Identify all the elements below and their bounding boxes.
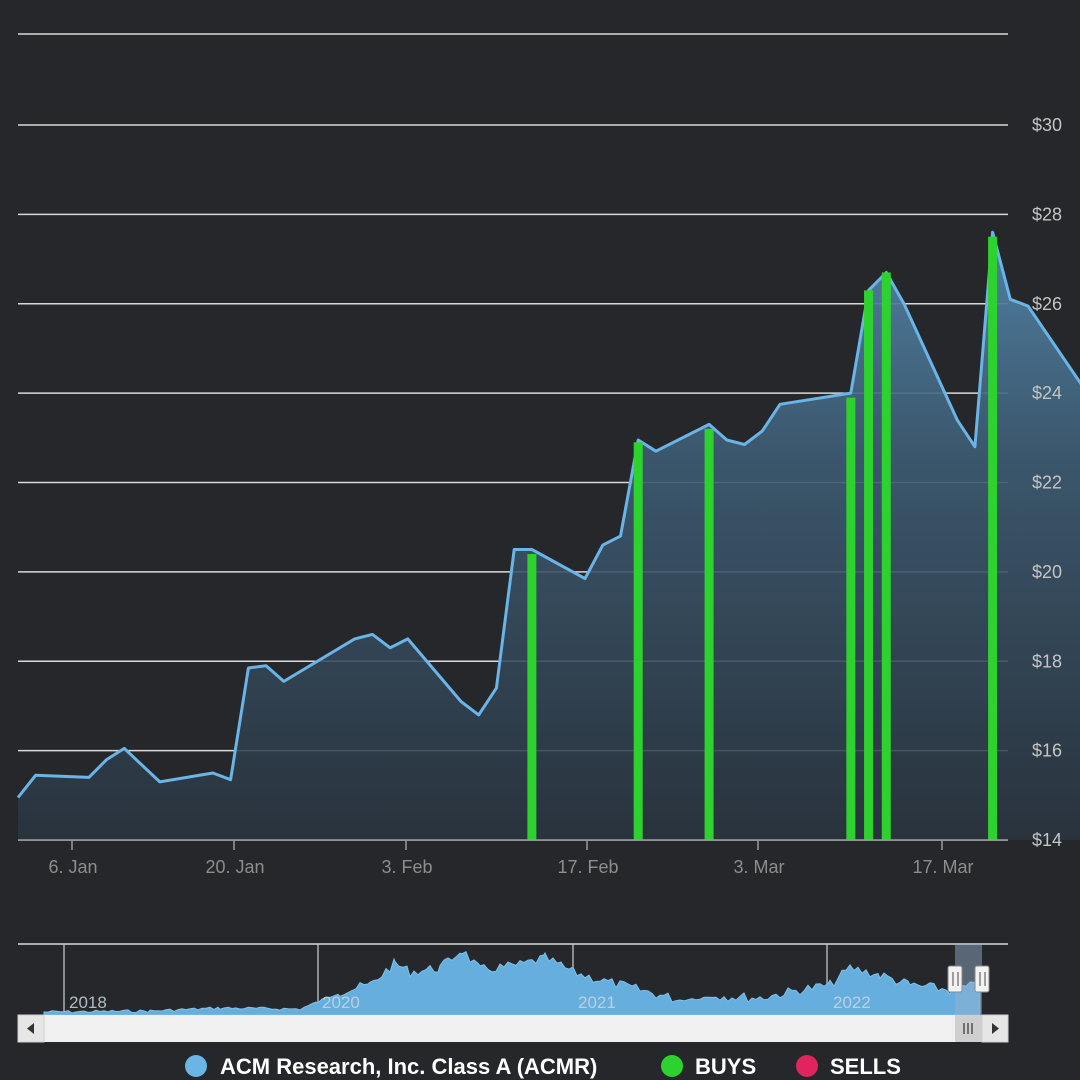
- legend-marker: [796, 1055, 818, 1077]
- navigator-right-handle[interactable]: [974, 965, 990, 993]
- chevron-right-icon: [992, 1023, 999, 1034]
- buy-marker: [881, 272, 891, 840]
- buy-markers: [527, 236, 998, 840]
- legend-label[interactable]: BUYS: [695, 1054, 756, 1079]
- x-tick-label: 3. Feb: [381, 857, 432, 877]
- y-tick-label: $18: [1032, 651, 1062, 671]
- x-tick-label: 17. Feb: [557, 857, 618, 877]
- y-tick-label: $22: [1032, 473, 1062, 493]
- buy-marker: [864, 290, 874, 840]
- y-tick-label: $20: [1032, 562, 1062, 582]
- navigator-year-label: 2021: [578, 993, 616, 1012]
- y-tick-label: $24: [1032, 383, 1062, 403]
- y-tick-label: $26: [1032, 294, 1062, 314]
- y-tick-label: $30: [1032, 115, 1062, 135]
- y-tick-label: $28: [1032, 204, 1062, 224]
- y-axis: $14 $16 $18 $20 $22 $24 $26 $28 $30: [1032, 115, 1062, 850]
- price-line: [16, 230, 1080, 799]
- y-tick-label: $16: [1032, 741, 1062, 761]
- legend: ACM Research, Inc. Class A (ACMR) BUYS SEL…: [185, 1054, 901, 1079]
- chevron-left-icon: [27, 1023, 34, 1034]
- navigator[interactable]: 2018 2020 2021 2022: [17, 943, 1009, 1043]
- x-tick-label: 17. Mar: [912, 857, 973, 877]
- legend-marker: [661, 1055, 683, 1077]
- legend-label[interactable]: ACM Research, Inc. Class A (ACMR): [220, 1054, 597, 1079]
- navigator-year-label: 2020: [322, 993, 360, 1012]
- scrollbar-track[interactable]: [18, 1015, 1008, 1042]
- navigator-left-handle[interactable]: [947, 965, 963, 993]
- x-tick-label: 3. Mar: [733, 857, 784, 877]
- legend-marker: [185, 1055, 207, 1077]
- buy-marker: [988, 236, 998, 840]
- navigator-year-label: 2022: [833, 993, 871, 1012]
- navigator-year-label: 2018: [69, 993, 107, 1012]
- price-area-fill: [18, 232, 1080, 840]
- buy-marker: [527, 554, 537, 840]
- price-area: [16, 230, 1080, 840]
- buy-marker: [846, 397, 856, 840]
- y-tick-label: $14: [1032, 830, 1062, 850]
- navigator-series: [43, 951, 981, 1016]
- buy-marker: [704, 428, 714, 840]
- x-tick-label: 20. Jan: [205, 857, 264, 877]
- buy-marker: [633, 442, 643, 840]
- legend-label[interactable]: SELLS: [830, 1054, 901, 1079]
- x-tick-label: 6. Jan: [48, 857, 97, 877]
- x-axis: 6. Jan 20. Jan 3. Feb 17. Feb 3. Mar 17. Mar: [18, 839, 1008, 877]
